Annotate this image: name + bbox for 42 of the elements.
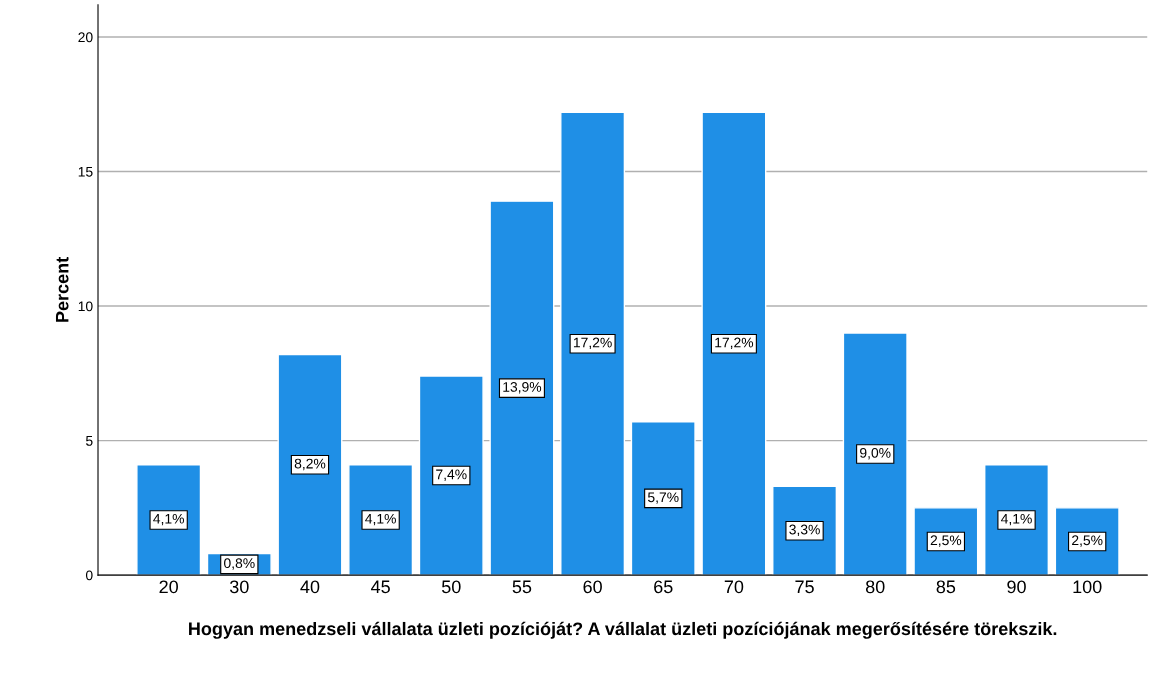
x-tick-label: 40 xyxy=(300,580,320,594)
data-label: 5,7% xyxy=(647,492,679,504)
x-tick-label: 80 xyxy=(865,580,885,594)
data-label: 4,1% xyxy=(1001,513,1032,526)
y-tick-label: 10 xyxy=(78,301,93,312)
data-label: 17,2% xyxy=(715,337,754,350)
x-tick-label: 100 xyxy=(1073,580,1102,594)
data-label: 8,2% xyxy=(294,458,326,471)
x-tick-label: 60 xyxy=(583,580,602,594)
bar xyxy=(277,353,343,576)
data-label: 0,8% xyxy=(224,558,255,570)
x-tick-label: 45 xyxy=(371,580,390,594)
bar xyxy=(701,111,767,576)
x-tick-label: 50 xyxy=(441,580,461,594)
y-tick-label: 0 xyxy=(85,570,93,581)
bar xyxy=(842,332,908,576)
data-label: 7,4% xyxy=(436,469,467,481)
data-label: 2,5% xyxy=(930,535,962,547)
x-tick-label: 55 xyxy=(512,580,532,594)
y-tick-label: 20 xyxy=(78,32,93,43)
x-axis-title: Hogyan menedzseli vállalata üzleti pozícióját? A vállalat üzleti pozíciójának megerősítésére törekszik. xyxy=(189,621,1057,639)
bar xyxy=(489,200,555,576)
bar xyxy=(560,111,626,576)
data-label: 4,1% xyxy=(365,513,396,526)
x-tick-label: 75 xyxy=(795,580,814,594)
data-label: 17,2% xyxy=(573,337,612,350)
x-tick-label: 90 xyxy=(1007,580,1026,594)
y-tick-label: 5 xyxy=(85,436,93,446)
data-label: 9,0% xyxy=(860,447,891,460)
x-tick-label: 65 xyxy=(654,580,673,594)
y-axis-title: Percent xyxy=(55,257,69,322)
data-label: 13,9% xyxy=(503,382,542,394)
x-tick-label: 30 xyxy=(229,580,249,594)
x-tick-label: 85 xyxy=(936,580,956,594)
data-label: 3,3% xyxy=(789,524,820,537)
bar xyxy=(630,421,696,576)
bar xyxy=(418,375,484,576)
data-label: 2,5% xyxy=(1072,535,1103,547)
y-tick-label: 15 xyxy=(78,167,93,177)
x-tick-label: 20 xyxy=(159,580,178,594)
data-label: 4,1% xyxy=(153,513,184,526)
x-tick-label: 70 xyxy=(724,580,744,594)
